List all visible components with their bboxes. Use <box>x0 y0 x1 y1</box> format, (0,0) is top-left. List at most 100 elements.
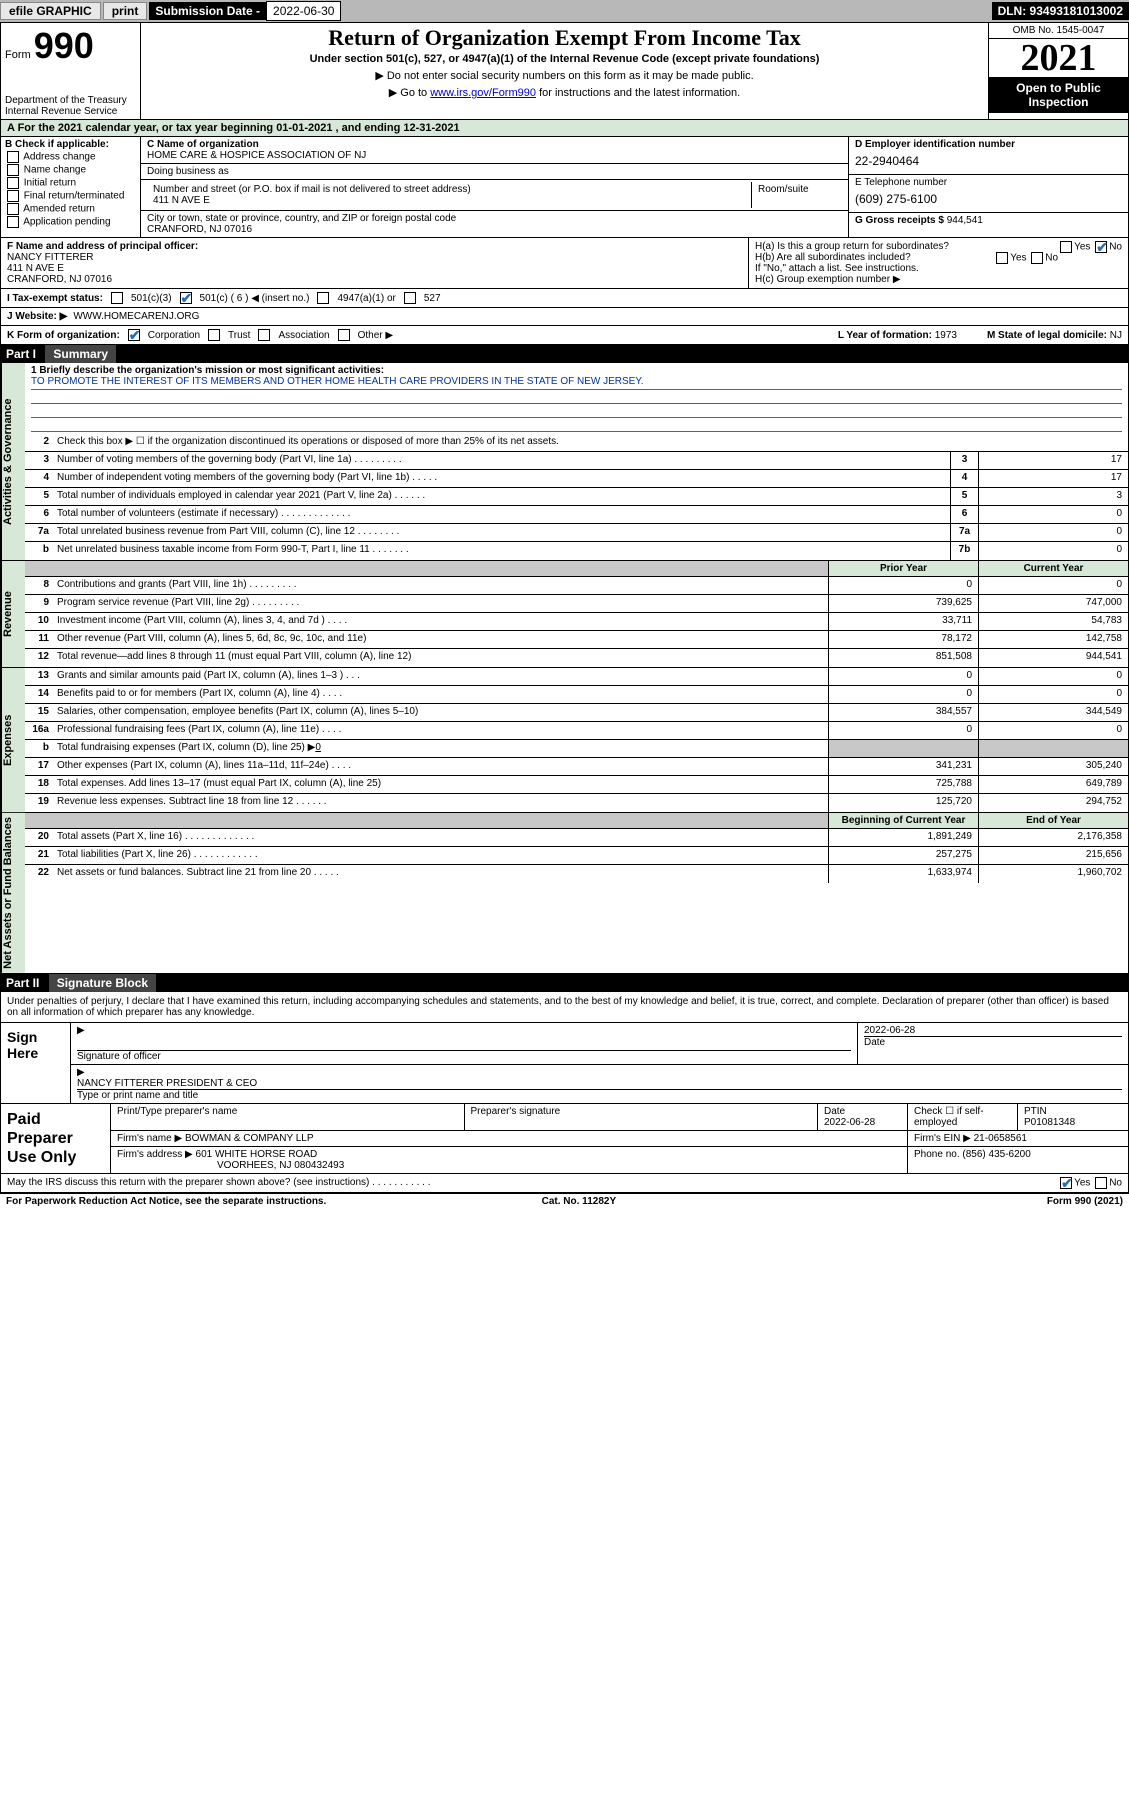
activities-governance-section: Activities & Governance 1 Briefly descri… <box>0 363 1129 561</box>
note-goto: ▶ Go to www.irs.gov/Form990 for instruct… <box>147 86 982 99</box>
officer-name: NANCY FITTERER <box>7 252 742 263</box>
gross-receipts-cell: G Gross receipts $ 944,541 <box>849 213 1128 228</box>
line-16b-curr-grey <box>978 740 1128 757</box>
line-16b-text: Total fundraising expenses (Part IX, col… <box>53 740 828 757</box>
line-20-boy: 1,891,249 <box>828 829 978 846</box>
irs-label: Internal Revenue Service <box>5 106 136 117</box>
header-right: OMB No. 1545-0047 2021 Open to Public In… <box>988 23 1128 119</box>
firm-name-cell: Firm's name ▶ BOWMAN & COMPANY LLP <box>111 1131 908 1146</box>
hb-yes-checkbox[interactable] <box>996 252 1008 264</box>
ha-no-checkbox[interactable] <box>1095 241 1107 253</box>
line-15-prior: 384,557 <box>828 704 978 721</box>
b-label: B Check if applicable: <box>5 139 136 150</box>
i-501c3: 501(c)(3) <box>131 293 172 304</box>
paid-preparer-label: Paid Preparer Use Only <box>1 1104 111 1174</box>
mission-blank-2 <box>31 404 1122 418</box>
form-header: Form 990 Department of the Treasury Inte… <box>0 22 1129 120</box>
expenses-section: Expenses 13Grants and similar amounts pa… <box>0 668 1129 813</box>
chk-amended-return[interactable]: Amended return <box>5 203 136 215</box>
phone-value: (609) 275-6100 <box>855 188 1122 210</box>
ha-label: H(a) Is this a group return for subordin… <box>755 241 949 252</box>
form-title: Return of Organization Exempt From Incom… <box>147 25 982 51</box>
may-irs-no-checkbox[interactable] <box>1095 1177 1107 1189</box>
officer-name-label: Type or print name and title <box>77 1089 1122 1101</box>
street-cell: Number and street (or P.O. box if mail i… <box>147 182 752 208</box>
prior-current-header: Prior Year Current Year <box>25 561 1128 577</box>
self-employed-cell: Check ☐ if self-employed <box>908 1104 1018 1130</box>
preparer-date-label: Date <box>824 1106 901 1117</box>
form990-link[interactable]: www.irs.gov/Form990 <box>430 87 536 99</box>
chk-corporation[interactable] <box>128 329 140 341</box>
line-21-eoy: 215,656 <box>978 847 1128 864</box>
ha-no-label: No <box>1109 242 1122 253</box>
chk-527[interactable] <box>404 292 416 304</box>
part-i-header: Part I Summary <box>0 345 1129 363</box>
section-b: B Check if applicable: Address change Na… <box>1 137 141 237</box>
line-18-text: Total expenses. Add lines 13–17 (must eq… <box>53 776 828 793</box>
firm-address-1: 601 WHITE HORSE ROAD <box>196 1149 318 1160</box>
chk-other[interactable] <box>338 329 350 341</box>
footer-cat-no: Cat. No. 11282Y <box>542 1196 616 1207</box>
chk-initial-return[interactable]: Initial return <box>5 177 136 189</box>
ha-yes-label: Yes <box>1074 242 1090 253</box>
chk-name-change[interactable]: Name change <box>5 164 136 176</box>
part-i-label: Part I <box>6 347 36 361</box>
may-irs-yes-checkbox[interactable] <box>1060 1177 1072 1189</box>
line-12-prior: 851,508 <box>828 649 978 667</box>
officer-addr2: CRANFORD, NJ 07016 <box>7 274 742 285</box>
footer-right: Form 990 (2021) <box>1047 1196 1123 1207</box>
line-10-curr: 54,783 <box>978 613 1128 630</box>
hb-no-checkbox[interactable] <box>1031 252 1043 264</box>
gross-receipts-value: 944,541 <box>947 215 983 226</box>
chk-association[interactable] <box>258 329 270 341</box>
chk-final-return[interactable]: Final return/terminated <box>5 190 136 202</box>
efile-button[interactable]: efile GRAPHIC <box>0 2 101 20</box>
line-20-eoy: 2,176,358 <box>978 829 1128 846</box>
street-value: 411 N AVE E <box>153 195 745 206</box>
submission-date-label: Submission Date - <box>149 2 266 20</box>
ein-value: 22-2940464 <box>855 150 1122 172</box>
line-8-curr: 0 <box>978 577 1128 594</box>
line-8-prior: 0 <box>828 577 978 594</box>
line-7a-text: Total unrelated business revenue from Pa… <box>53 524 950 541</box>
line-16a-prior: 0 <box>828 722 978 739</box>
firm-phone-cell: Phone no. (856) 435-6200 <box>908 1147 1128 1173</box>
boy-eoy-header: Beginning of Current Year End of Year <box>25 813 1128 829</box>
line-14-prior: 0 <box>828 686 978 703</box>
mission-blank-3 <box>31 418 1122 432</box>
l-value: 1973 <box>935 330 957 341</box>
line-17-text: Other expenses (Part IX, column (A), lin… <box>53 758 828 775</box>
part-ii-label: Part II <box>6 976 39 990</box>
may-irs-text: May the IRS discuss this return with the… <box>7 1177 431 1189</box>
firm-ein-cell: Firm's EIN ▶ 21-0658561 <box>908 1131 1128 1146</box>
chk-trust[interactable] <box>208 329 220 341</box>
street-row: Number and street (or P.O. box if mail i… <box>141 180 848 211</box>
org-name: HOME CARE & HOSPICE ASSOCIATION OF NJ <box>147 150 842 161</box>
line-12-text: Total revenue—add lines 8 through 11 (mu… <box>53 649 828 667</box>
officer-signature-label: Signature of officer <box>77 1050 851 1062</box>
ha-yes-checkbox[interactable] <box>1060 241 1072 253</box>
row-klm: K Form of organization: Corporation Trus… <box>0 326 1129 345</box>
line-2: Check this box ▶ ☐ if the organization d… <box>53 434 1128 451</box>
dba-cell: Doing business as <box>141 164 848 180</box>
print-button[interactable]: print <box>103 2 148 20</box>
chk-501c[interactable] <box>180 292 192 304</box>
chk-501c3[interactable] <box>111 292 123 304</box>
side-label-netassets: Net Assets or Fund Balances <box>1 813 25 973</box>
ha-row: H(a) Is this a group return for subordin… <box>755 241 1122 252</box>
hb-row: H(b) Are all subordinates included? Yes … <box>755 252 1122 263</box>
line-17-curr: 305,240 <box>978 758 1128 775</box>
part-ii-header: Part II Signature Block <box>0 974 1129 992</box>
firm-phone-label: Phone no. <box>914 1149 960 1160</box>
col-current-year: Current Year <box>978 561 1128 576</box>
chk-address-change[interactable]: Address change <box>5 151 136 163</box>
top-toolbar: efile GRAPHIC print Submission Date - 20… <box>0 0 1129 22</box>
line-16a-curr: 0 <box>978 722 1128 739</box>
note-goto-pre: ▶ Go to <box>389 87 430 99</box>
line-15-curr: 344,549 <box>978 704 1128 721</box>
line-15-text: Salaries, other compensation, employee b… <box>53 704 828 721</box>
row-a-tax-year: A For the 2021 calendar year, or tax yea… <box>0 120 1129 137</box>
chk-4947[interactable] <box>317 292 329 304</box>
part-ii-title: Signature Block <box>49 974 156 992</box>
chk-application-pending[interactable]: Application pending <box>5 216 136 228</box>
